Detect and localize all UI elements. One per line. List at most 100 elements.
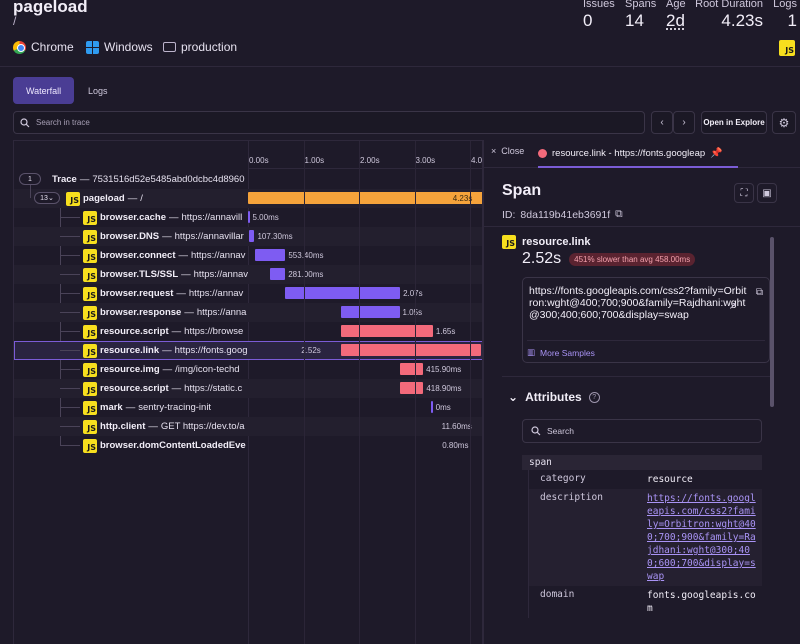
attributes-toggle[interactable]: ⌄ Attributes ?: [508, 390, 600, 404]
stat-label: Root Duration: [695, 0, 763, 10]
copy-icon[interactable]: ⧉: [755, 287, 763, 298]
root-span-name: JS pageload — /: [66, 189, 248, 208]
stat-value: 1: [787, 11, 797, 30]
span-duration-bar[interactable]: [285, 287, 401, 299]
span-row[interactable]: JS browser.cache — https://annavill 5.00ms: [14, 208, 482, 227]
span-row[interactable]: JS resource.img —/img/icon-techd 415.90ms: [14, 360, 482, 379]
tab-waterfall[interactable]: Waterfall: [13, 77, 75, 104]
trace-row[interactable]: 1 Trace —7531516d52e5485abd0dcbc4d8960: [14, 170, 482, 189]
span-duration-bar[interactable]: [400, 363, 424, 375]
span-description: https://annav: [191, 250, 246, 261]
timeline-gridline: [414, 141, 416, 644]
span-duration-bar[interactable]: [400, 382, 424, 394]
span-row[interactable]: JS resource.script — https://browse 1.65s: [14, 322, 482, 341]
dash-separator: —: [148, 421, 158, 432]
span-name: JS browser.TLS/SSL — https://annav: [83, 265, 248, 284]
tree-connector: [60, 350, 80, 351]
span-name: JS browser.connect — https://annav: [83, 246, 248, 265]
span-row[interactable]: JS resource.link — https://fonts.goog 2.52s: [14, 341, 482, 360]
span-id: ID: 8da119b41eb3691f ⧉: [502, 208, 623, 221]
trace-id: 7531516d52e5485abd0dcbc4d8960: [92, 174, 245, 185]
gear-icon: ⚙: [778, 115, 790, 130]
page-subtitle: /: [13, 14, 17, 28]
close-panel-button[interactable]: × Close: [491, 146, 524, 156]
span-row[interactable]: JS browser.connect — https://annav 553.40ms: [14, 246, 482, 265]
slower-than-avg-badge: 451% slower than avg 458.00ms: [569, 252, 696, 266]
trace-count-pill[interactable]: 1: [19, 173, 41, 185]
attributes-search-bar[interactable]: [522, 419, 762, 443]
trace-search-input[interactable]: [36, 118, 616, 127]
chevron-down-icon: ⌄: [508, 390, 519, 404]
span-duration-bar[interactable]: [269, 268, 286, 280]
dash-separator: —: [162, 231, 172, 242]
tree-connector: [60, 236, 80, 237]
timeline-tick-label: 2.00s: [360, 156, 380, 165]
span-duration-bar[interactable]: [248, 192, 482, 204]
span-row[interactable]: JS browser.domContentLoadedEve 0.80ms: [14, 436, 482, 455]
previous-match-button[interactable]: ‹: [651, 111, 673, 134]
stat-value: 4.23s: [721, 11, 763, 30]
attributes-search-input[interactable]: [547, 426, 747, 436]
span-row[interactable]: JS browser.DNS — https://annavillar 107.30ms: [14, 227, 482, 246]
tree-connector: [60, 217, 80, 218]
span-duration-bar[interactable]: [248, 211, 250, 223]
dash-separator: —: [162, 364, 173, 375]
help-icon[interactable]: ?: [588, 391, 600, 403]
span-duration-bar[interactable]: [248, 230, 255, 242]
stat-value: 14: [625, 11, 644, 30]
span-duration-label: 4.23s: [452, 194, 473, 203]
trace-settings-button[interactable]: ⚙: [772, 111, 796, 134]
span-operation: JS resource.link: [502, 235, 590, 249]
span-duration-bar[interactable]: [341, 325, 433, 337]
span-row[interactable]: JS browser.TLS/SSL — https://annav 281.00ms: [14, 265, 482, 284]
more-samples-link[interactable]: ▥ More Samples: [527, 340, 765, 358]
span-duration-bar[interactable]: [254, 249, 286, 261]
span-duration-bar[interactable]: [481, 420, 482, 432]
external-link-icon[interactable]: ↗: [728, 301, 737, 312]
span-row[interactable]: JS browser.response — https://anna 1.05s: [14, 303, 482, 322]
open-in-explore-button[interactable]: Open in Explore: [701, 111, 767, 134]
stat-value: 0: [583, 11, 593, 30]
root-span-row[interactable]: 13 ⌄ JS pageload —/ 4.23s: [14, 185, 482, 208]
stat-logs[interactable]: Logs 1: [770, 0, 797, 31]
pin-icon[interactable]: 📌: [710, 147, 723, 159]
windows-icon: [86, 40, 99, 54]
tab-logs[interactable]: Logs: [88, 85, 108, 96]
span-description: sentry-tracing-init: [138, 402, 212, 413]
span-duration-bar[interactable]: [341, 344, 482, 356]
span-description: https://annavill: [181, 212, 243, 223]
span-row[interactable]: JS resource.script — https://static.c 418.90…: [14, 379, 482, 398]
dash-separator: —: [125, 402, 136, 413]
span-duration-label: 1.65s: [435, 327, 456, 336]
attribute-value: resource: [647, 474, 693, 485]
span-name: JS browser.response — https://anna: [83, 303, 248, 322]
span-row[interactable]: JS http.client — GET https://dev.to/a 11.60m…: [14, 417, 482, 436]
span-op: resource.img: [100, 364, 160, 375]
span-row[interactable]: JS mark — sentry-tracing-init 0ms: [14, 398, 482, 417]
root-children-toggle[interactable]: 13 ⌄: [34, 192, 60, 204]
trace-search-bar[interactable]: [13, 111, 645, 134]
attribute-value-link[interactable]: https://fonts.googleapis.com/css2?family…: [647, 493, 756, 582]
span-row[interactable]: JS browser.request — https://annav 2.07s: [14, 284, 482, 303]
javascript-platform-icon: JS: [83, 229, 97, 244]
timeline-tick-label: 3.00s: [415, 156, 436, 165]
span-duration-bar[interactable]: [431, 401, 433, 413]
span-op: resource.script: [100, 383, 169, 394]
panel-scrollbar[interactable]: [770, 237, 774, 407]
copy-icon[interactable]: ⧉: [615, 208, 623, 220]
stat-issues[interactable]: Issues 0: [583, 0, 615, 31]
header-divider: [0, 66, 800, 67]
tree-connector: [60, 407, 80, 408]
attribute-key: description: [540, 492, 603, 503]
next-match-button[interactable]: ›: [673, 111, 695, 134]
span-duration-bar[interactable]: [341, 306, 400, 318]
toggle-panel-button[interactable]: ▣: [757, 183, 777, 203]
span-op: http.client: [100, 421, 146, 432]
tab-span-details[interactable]: resource.link - https://fonts.googleap 📌: [538, 140, 738, 168]
span-duration-label: 0ms: [435, 403, 451, 412]
stat-label: Logs: [773, 0, 797, 10]
close-icon: ×: [491, 146, 497, 156]
trace-label: Trace: [52, 174, 77, 185]
focus-span-button[interactable]: ⛶: [734, 183, 754, 203]
span-duration-label: 553.40ms: [288, 251, 324, 260]
